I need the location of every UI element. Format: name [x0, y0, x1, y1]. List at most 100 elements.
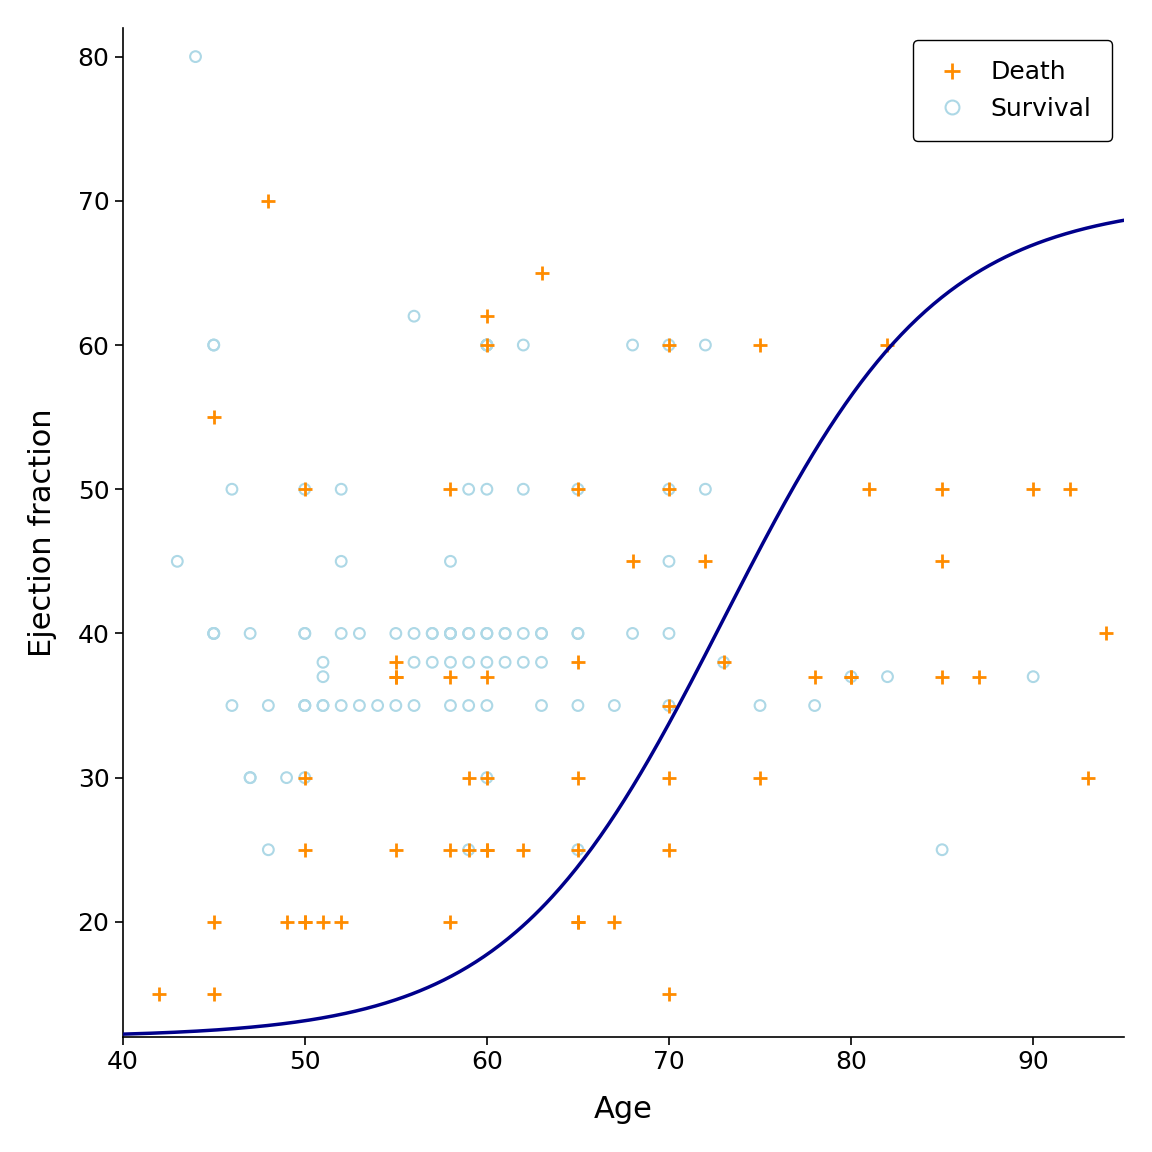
Point	[222, 480, 241, 499]
Point	[660, 985, 679, 1003]
Point	[278, 768, 296, 787]
Point	[205, 624, 223, 643]
Point	[478, 335, 497, 354]
Point	[1060, 480, 1078, 499]
Point	[478, 335, 497, 354]
Point	[660, 624, 679, 643]
Point	[569, 912, 588, 931]
Point	[569, 841, 588, 859]
Point	[296, 696, 314, 714]
Point	[569, 624, 588, 643]
Point	[296, 480, 314, 499]
Point	[623, 335, 642, 354]
Point	[842, 667, 861, 685]
Point	[404, 306, 423, 325]
Point	[441, 624, 460, 643]
Point	[514, 335, 532, 354]
Point	[623, 624, 642, 643]
Point	[313, 696, 332, 714]
Point	[296, 912, 314, 931]
Point	[387, 696, 406, 714]
Point	[495, 624, 514, 643]
Point	[369, 696, 387, 714]
Point	[460, 841, 478, 859]
Point	[259, 696, 278, 714]
X-axis label: Age: Age	[594, 1096, 653, 1124]
Point	[1024, 667, 1043, 685]
Point	[296, 768, 314, 787]
Point	[478, 480, 497, 499]
Point	[205, 335, 223, 354]
Point	[933, 480, 952, 499]
Point	[296, 841, 314, 859]
Point	[278, 912, 296, 931]
Point	[313, 667, 332, 685]
Point	[878, 667, 896, 685]
Point	[478, 624, 497, 643]
Point	[332, 696, 350, 714]
Point	[332, 912, 350, 931]
Point	[387, 653, 406, 672]
Point	[495, 653, 514, 672]
Point	[696, 552, 714, 570]
Point	[696, 480, 714, 499]
Point	[460, 696, 478, 714]
Point	[660, 696, 679, 714]
Point	[332, 552, 350, 570]
Point	[532, 624, 551, 643]
Point	[441, 912, 460, 931]
Point	[569, 653, 588, 672]
Point	[478, 667, 497, 685]
Point	[660, 480, 679, 499]
Point	[387, 667, 406, 685]
Point	[387, 624, 406, 643]
Point	[205, 912, 223, 931]
Point	[532, 264, 551, 282]
Point	[423, 653, 441, 672]
Point	[569, 480, 588, 499]
Point	[751, 335, 770, 354]
Point	[478, 624, 497, 643]
Point	[441, 624, 460, 643]
Point	[660, 335, 679, 354]
Point	[933, 841, 952, 859]
Point	[296, 768, 314, 787]
Point	[296, 696, 314, 714]
Point	[569, 696, 588, 714]
Point	[313, 653, 332, 672]
Point	[222, 696, 241, 714]
Point	[842, 667, 861, 685]
Point	[187, 47, 205, 66]
Point	[660, 335, 679, 354]
Point	[660, 696, 679, 714]
Point	[569, 624, 588, 643]
Point	[404, 624, 423, 643]
Point	[569, 480, 588, 499]
Point	[441, 552, 460, 570]
Point	[460, 841, 478, 859]
Point	[296, 624, 314, 643]
Point	[296, 912, 314, 931]
Point	[205, 985, 223, 1003]
Point	[332, 480, 350, 499]
Point	[423, 624, 441, 643]
Point	[478, 768, 497, 787]
Point	[441, 653, 460, 672]
Point	[205, 624, 223, 643]
Point	[569, 841, 588, 859]
Point	[478, 841, 497, 859]
Point	[460, 624, 478, 643]
Point	[514, 480, 532, 499]
Point	[532, 696, 551, 714]
Point	[933, 552, 952, 570]
Point	[751, 696, 770, 714]
Point	[441, 480, 460, 499]
Point	[441, 696, 460, 714]
Point	[350, 696, 369, 714]
Point	[404, 696, 423, 714]
Point	[1078, 768, 1097, 787]
Point	[387, 667, 406, 685]
Point	[660, 552, 679, 570]
Y-axis label: Ejection fraction: Ejection fraction	[28, 408, 56, 657]
Point	[1024, 480, 1043, 499]
